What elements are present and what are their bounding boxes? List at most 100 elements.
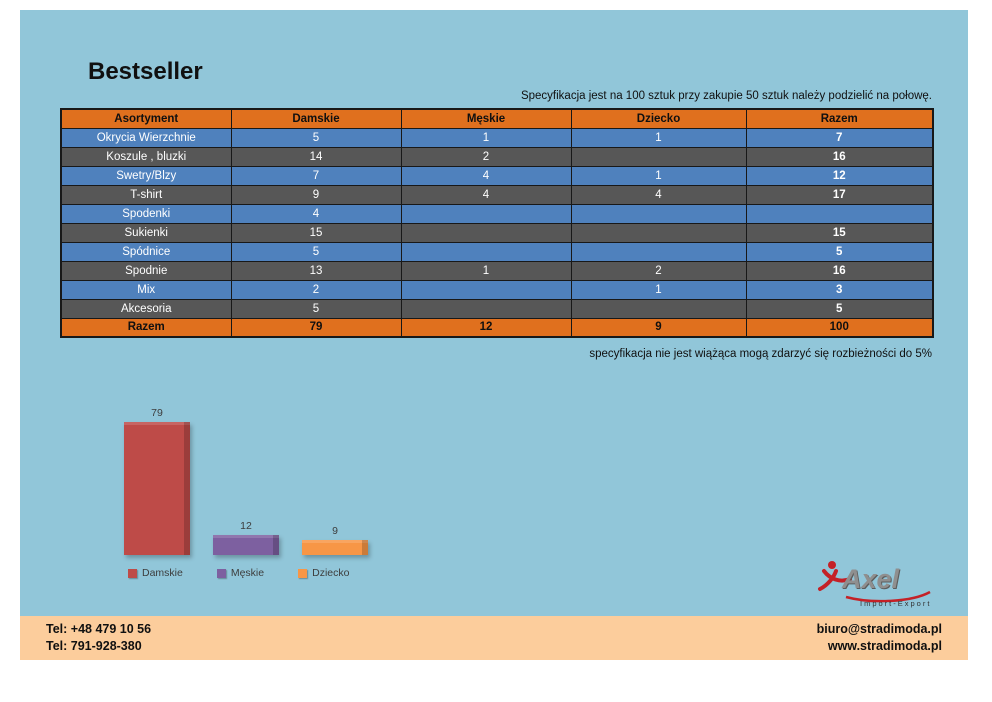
table-row: Sukienki 15 15 xyxy=(60,222,934,243)
bar-group: 9 xyxy=(302,525,368,555)
bar-value-label: 79 xyxy=(151,407,163,419)
value-cell: 9 xyxy=(230,184,402,205)
value-cell: 3 xyxy=(745,279,934,300)
table-row: Mix 2 1 3 xyxy=(60,279,934,300)
value-cell: 7 xyxy=(745,127,934,148)
value-cell xyxy=(570,241,747,262)
value-cell: 15 xyxy=(745,222,934,243)
bar-group: 79 xyxy=(124,407,190,555)
table-row: Spodnie 13 1 2 16 xyxy=(60,260,934,281)
bar-group: 12 xyxy=(213,520,279,555)
value-cell: 5 xyxy=(745,241,934,262)
col-header-meskie: Męskie xyxy=(400,108,572,129)
table-row: T-shirt 9 4 4 17 xyxy=(60,184,934,205)
value-cell: 1 xyxy=(570,165,747,186)
value-cell: 1 xyxy=(400,127,572,148)
legend-label: Damskie xyxy=(142,567,183,579)
footer-phone-1: Tel: +48 479 10 56 xyxy=(46,622,152,636)
value-cell: 7 xyxy=(230,165,402,186)
value-cell: 2 xyxy=(570,260,747,281)
row-label-cell: Spodnie xyxy=(60,260,232,281)
page-title: Bestseller xyxy=(88,58,203,85)
footer-phone-2: Tel: 791-928-380 xyxy=(46,639,142,653)
bar xyxy=(124,422,190,555)
value-cell xyxy=(400,298,572,319)
row-label-cell: Koszule , bluzki xyxy=(60,146,232,167)
col-header-razem: Razem xyxy=(745,108,934,129)
value-cell: 4 xyxy=(400,165,572,186)
value-cell: 5 xyxy=(230,127,402,148)
value-cell: 15 xyxy=(230,222,402,243)
value-cell xyxy=(400,203,572,224)
total-label-cell: Razem xyxy=(60,317,232,338)
value-cell: 14 xyxy=(230,146,402,167)
col-header-dziecko: Dziecko xyxy=(570,108,747,129)
legend-swatch-icon xyxy=(298,568,308,578)
table-row: Spodenki 4 xyxy=(60,203,934,224)
bar xyxy=(213,535,279,555)
legend-label: Dziecko xyxy=(312,567,350,579)
row-label-cell: Spódnice xyxy=(60,241,232,262)
row-label-cell: Mix xyxy=(60,279,232,300)
value-cell: 16 xyxy=(745,146,934,167)
value-cell: 5 xyxy=(745,298,934,319)
value-cell: 5 xyxy=(230,241,402,262)
legend-item: Dziecko xyxy=(298,567,349,579)
col-header-asortyment: Asortyment xyxy=(60,108,232,129)
value-cell: 12 xyxy=(745,165,934,186)
value-cell: 1 xyxy=(400,260,572,281)
table-row: Akcesoria 5 5 xyxy=(60,298,934,319)
bar-value-label: 9 xyxy=(332,525,338,537)
value-cell: 2 xyxy=(400,146,572,167)
row-label-cell: T-shirt xyxy=(60,184,232,205)
table-row: Swetry/Blzy 7 4 1 12 xyxy=(60,165,934,186)
value-cell: 4 xyxy=(230,203,402,224)
row-label-cell: Okrycia Wierzchnie xyxy=(60,127,232,148)
footer-email: biuro@stradimoda.pl xyxy=(816,622,942,636)
value-cell xyxy=(570,222,747,243)
bar-chart: 79 12 9 Damskie Męskie Dziecko xyxy=(100,400,410,600)
logo-brand-text: Axel xyxy=(842,564,900,594)
chart-legend: Damskie Męskie Dziecko xyxy=(100,567,410,579)
value-cell xyxy=(400,279,572,300)
assortment-table: Asortyment Damskie Męskie Dziecko Razem … xyxy=(60,108,934,338)
col-header-damskie: Damskie xyxy=(230,108,402,129)
logo: Axel Import-Export xyxy=(814,556,938,614)
table-total-row: Razem 79 12 9 100 xyxy=(60,317,934,338)
row-label-cell: Akcesoria xyxy=(60,298,232,319)
legend-swatch-icon xyxy=(128,568,137,578)
bar-plot: 79 12 9 xyxy=(100,400,410,555)
total-value-cell: 79 xyxy=(230,317,402,338)
legend-label: Męskie xyxy=(230,567,265,579)
bar xyxy=(302,540,368,555)
logo-tagline-text: Import-Export xyxy=(860,599,932,608)
value-cell: 13 xyxy=(230,260,402,281)
table-row: Okrycia Wierzchnie 5 1 1 7 xyxy=(60,127,934,148)
footer-contact-bar: Tel: +48 479 10 56 Tel: 791-928-380 biur… xyxy=(20,616,968,660)
total-value-cell: 9 xyxy=(570,317,747,338)
total-value-cell: 100 xyxy=(745,317,934,338)
value-cell: 1 xyxy=(570,127,747,148)
row-label-cell: Sukienki xyxy=(60,222,232,243)
row-label-cell: Swetry/Blzy xyxy=(60,165,232,186)
value-cell xyxy=(400,222,572,243)
row-label-cell: Spodenki xyxy=(60,203,232,224)
value-cell: 5 xyxy=(230,298,402,319)
logo-figure-icon xyxy=(818,561,931,603)
value-cell: 16 xyxy=(745,260,934,281)
value-cell xyxy=(570,203,747,224)
bar-value-label: 12 xyxy=(240,520,252,532)
value-cell: 4 xyxy=(400,184,572,205)
disclaimer-note: specyfikacja nie jest wiążąca mogą zdarz… xyxy=(589,348,932,360)
value-cell: 2 xyxy=(230,279,402,300)
value-cell: 4 xyxy=(570,184,747,205)
value-cell xyxy=(400,241,572,262)
value-cell: 1 xyxy=(570,279,747,300)
footer-website: www.stradimoda.pl xyxy=(827,639,942,653)
value-cell: 17 xyxy=(745,184,934,205)
table-row: Spódnice 5 5 xyxy=(60,241,934,262)
total-value-cell: 12 xyxy=(400,317,572,338)
legend-swatch-icon xyxy=(216,568,226,578)
legend-item: Damskie xyxy=(128,567,183,579)
value-cell xyxy=(570,298,747,319)
